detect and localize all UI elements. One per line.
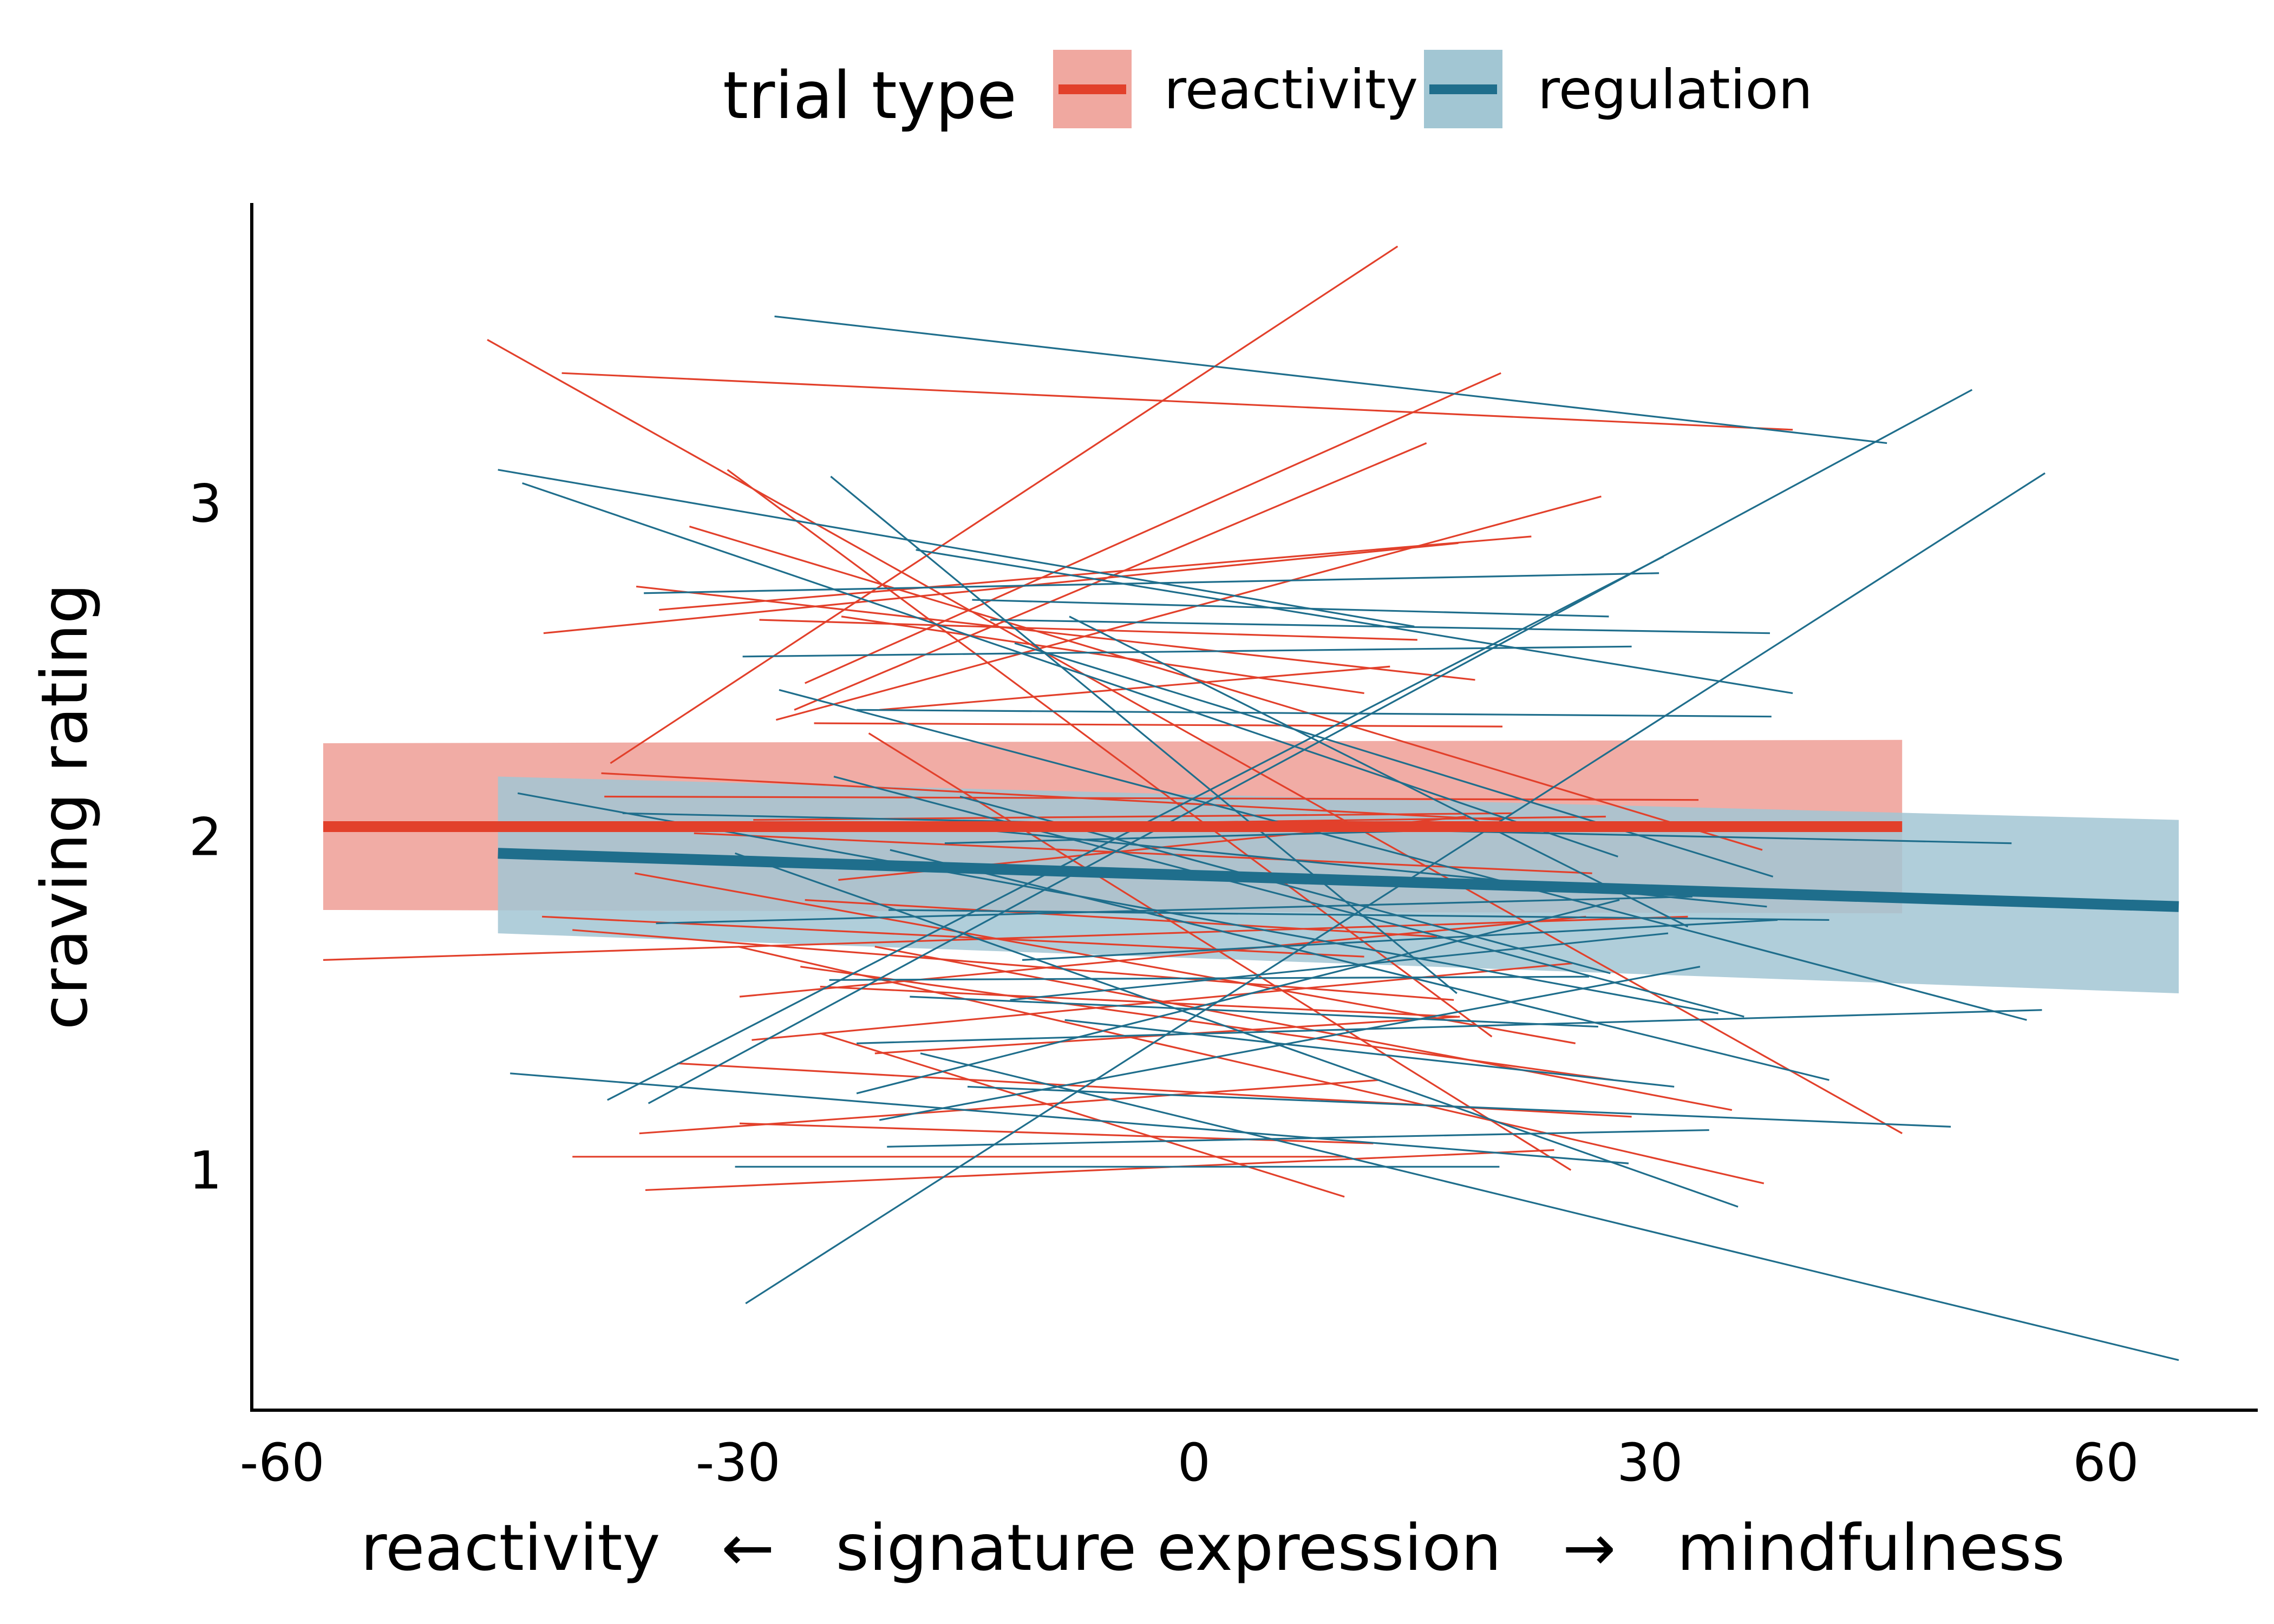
subject-line-reactivity <box>323 915 1688 961</box>
y-tick-labels: 1 2 3 <box>189 473 222 1201</box>
subject-line-regulation <box>910 996 1598 1028</box>
subject-line-regulation <box>967 1085 1951 1128</box>
subject-line-reactivity <box>739 915 1586 998</box>
subject-line-regulation <box>830 475 1458 994</box>
subject-line-reactivity <box>601 772 1503 821</box>
subject-line-reactivity <box>487 339 1903 1135</box>
legend-title: trial type <box>723 58 1017 134</box>
subject-line-reactivity <box>645 1149 1554 1191</box>
subject-line-reactivity <box>561 372 1793 431</box>
legend-label-regulation: regulation <box>1538 58 1813 121</box>
fitted-lines <box>323 821 2179 912</box>
x-tick-label: -60 <box>240 1432 325 1493</box>
legend: trial type reactivity regulation <box>723 50 1813 134</box>
subject-line-reactivity <box>636 585 1475 681</box>
subject-line-regulation <box>857 1009 2042 1044</box>
subject-line-reactivity <box>814 722 1503 728</box>
subject-line-reactivity <box>737 946 1765 1184</box>
subject-line-regulation <box>857 709 1772 718</box>
subject-line-regulation <box>972 599 1609 618</box>
subject-line-regulation <box>887 1129 1709 1148</box>
subject-line-reactivity <box>805 899 1437 938</box>
subject-line-reactivity <box>610 245 1399 764</box>
subject-line-regulation <box>1069 615 1689 928</box>
subject-line-regulation <box>890 849 1829 1081</box>
x-tick-label: 30 <box>1617 1432 1683 1493</box>
subject-line-reactivity <box>879 665 1390 711</box>
subject-line-regulation <box>833 776 1744 1018</box>
subject-line-reactivity <box>820 1032 1345 1198</box>
subject-line-regulation <box>735 852 1739 1208</box>
subject-line-regulation <box>920 1052 2179 1361</box>
subject-line-regulation <box>648 389 1973 1104</box>
subject-line-reactivity <box>752 962 1573 1041</box>
x-tick-label: -30 <box>696 1432 781 1493</box>
subject-line-reactivity <box>759 619 1417 641</box>
subject-line-reactivity <box>805 372 1501 684</box>
subject-line-reactivity <box>604 795 1699 801</box>
subject-line-regulation <box>774 315 1887 444</box>
subject-line-regulation <box>644 572 1659 594</box>
y-tick-label: 2 <box>189 807 222 867</box>
subject-line-reactivity <box>689 526 1763 851</box>
x-tick-label: 60 <box>2073 1432 2139 1493</box>
subject-line-reactivity <box>639 1079 1380 1135</box>
subject-line-regulation <box>522 482 1618 857</box>
legend-label-reactivity: reactivity <box>1164 58 1418 121</box>
subject-line-regulation <box>879 966 1701 1121</box>
y-tick-label: 3 <box>189 473 222 534</box>
subject-line-reactivity <box>694 832 1592 874</box>
x-tick-labels: -60 -30 0 30 60 <box>240 1432 2139 1493</box>
subject-line-reactivity <box>841 615 1364 695</box>
subject-line-regulation <box>745 472 2046 1305</box>
subject-lines <box>323 245 2179 1361</box>
subject-line-reactivity <box>820 986 1457 1018</box>
subject-line-reactivity <box>874 946 1733 1111</box>
subject-line-reactivity <box>659 535 1532 611</box>
subject-line-regulation <box>1014 642 1774 878</box>
y-tick-label: 1 <box>189 1140 222 1201</box>
subject-line-reactivity <box>800 966 1614 1081</box>
subject-line-regulation <box>656 895 1693 925</box>
subject-line-regulation <box>1064 1019 1675 1088</box>
fit-line-regulation <box>498 848 2179 912</box>
subject-line-reactivity <box>739 1122 1374 1144</box>
x-tick-label: 0 <box>1178 1432 1211 1493</box>
x-axis-title: reactivity ← signature expression → mind… <box>361 1510 2065 1585</box>
subject-line-reactivity <box>543 542 1459 634</box>
subject-line-regulation <box>1022 919 1778 961</box>
subject-line-regulation <box>498 469 1415 627</box>
subject-line-regulation <box>829 975 1590 981</box>
subject-line-regulation <box>510 1072 1629 1164</box>
subject-line-regulation <box>916 549 1793 695</box>
y-axis-title: craving rating <box>27 583 102 1030</box>
subject-line-reactivity <box>794 442 1427 711</box>
subject-line-regulation <box>779 689 2027 1021</box>
subject-line-regulation <box>856 899 1620 1095</box>
subject-line-reactivity <box>775 495 1602 721</box>
subject-line-regulation <box>990 619 1770 634</box>
